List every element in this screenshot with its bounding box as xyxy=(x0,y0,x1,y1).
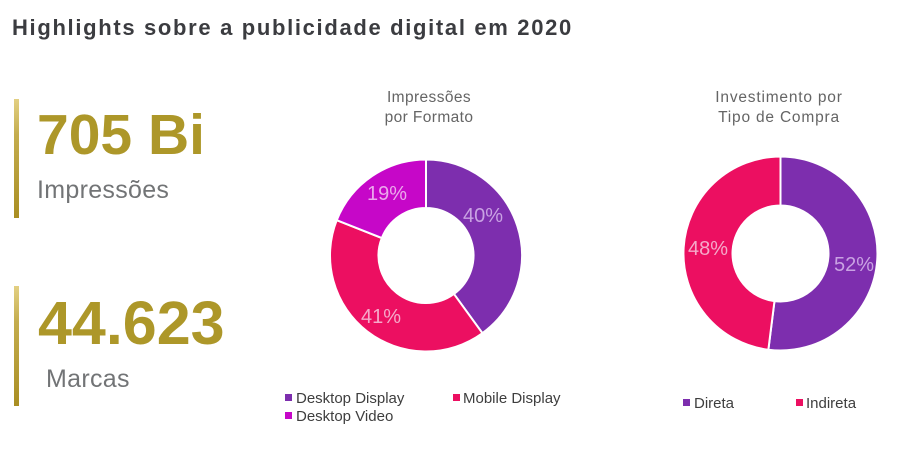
svg-text:40%: 40% xyxy=(463,205,503,227)
svg-text:48%: 48% xyxy=(688,238,728,260)
svg-text:41%: 41% xyxy=(361,306,401,328)
svg-text:19%: 19% xyxy=(367,183,407,205)
svg-text:52%: 52% xyxy=(834,254,874,276)
